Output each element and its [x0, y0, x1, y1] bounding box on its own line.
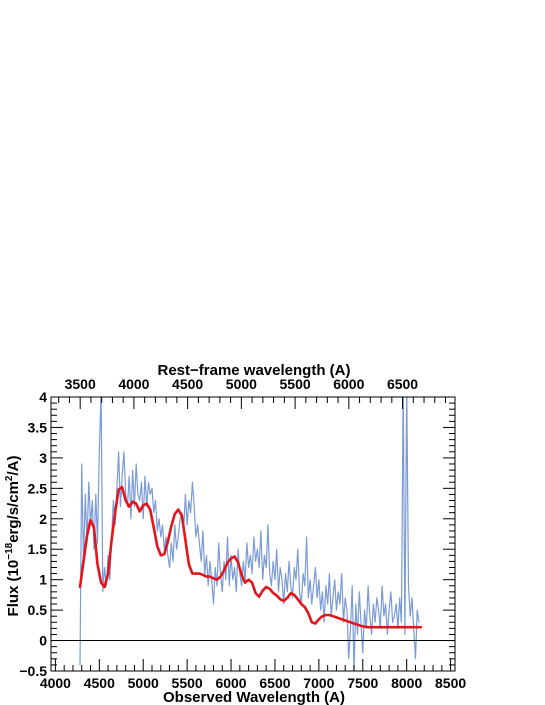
y-tick-label: 3.5 — [28, 419, 48, 435]
tick-labels-layer: 4000 4500 5000 5500 6000 6500 7000 7500 8000 8500… — [19, 376, 466, 691]
series-line-observed-spectrum — [79, 397, 420, 671]
y-tick-label: 1 — [39, 572, 47, 588]
top-tick-label: 5000 — [226, 376, 257, 392]
top-tick-label: 4500 — [172, 376, 203, 392]
x-axis-title: Observed Wavelength (A) — [163, 689, 345, 705]
plot-frame — [50, 396, 456, 672]
x-tick-label: 7500 — [347, 675, 378, 691]
y-axis-title-mid: erg/s/cm — [5, 481, 22, 543]
top-tick-label: 5500 — [280, 376, 311, 392]
y-tick-label: 0 — [39, 633, 47, 649]
y-tick-label: −0.5 — [19, 663, 47, 679]
x-tick-label: 5500 — [172, 675, 203, 691]
x-tick-label: 6000 — [215, 675, 246, 691]
x-tick-label: 6500 — [259, 675, 290, 691]
y-tick-label: 2 — [39, 511, 47, 527]
y-axis-title-post: /A) — [5, 456, 22, 476]
y-tick-label: 1.5 — [28, 541, 48, 557]
x-tick-label: 8500 — [435, 675, 466, 691]
x-tick-label: 5000 — [128, 675, 159, 691]
top-tick-label: 6500 — [387, 376, 418, 392]
y-tick-label: 4 — [39, 389, 47, 405]
x-tick-label: 4000 — [40, 675, 71, 691]
x-tick-label: 7000 — [303, 675, 334, 691]
y-tick-label: 3 — [39, 450, 47, 466]
series-line-smoothed-fit — [78, 485, 422, 629]
top-tick-label: 6000 — [333, 376, 364, 392]
y-axis-title: Flux (10−18erg/s/cm2/A) — [4, 456, 22, 617]
x-tick-label: 8000 — [391, 675, 422, 691]
top-tick-label: 4000 — [118, 376, 149, 392]
top-axis-title: Rest−frame wavelength (A) — [158, 362, 351, 379]
y-axis-title-exp2: 2 — [4, 475, 15, 481]
y-axis-title-exp: −18 — [4, 542, 15, 559]
y-tick-label: 2.5 — [28, 480, 48, 496]
top-tick-label: 3500 — [65, 376, 96, 392]
y-tick-label: 0.5 — [28, 602, 48, 618]
ticks-layer — [51, 396, 455, 672]
series-layer — [78, 397, 422, 671]
y-axis-title-pre: Flux (10 — [5, 560, 22, 617]
x-tick-label: 4500 — [84, 675, 115, 691]
